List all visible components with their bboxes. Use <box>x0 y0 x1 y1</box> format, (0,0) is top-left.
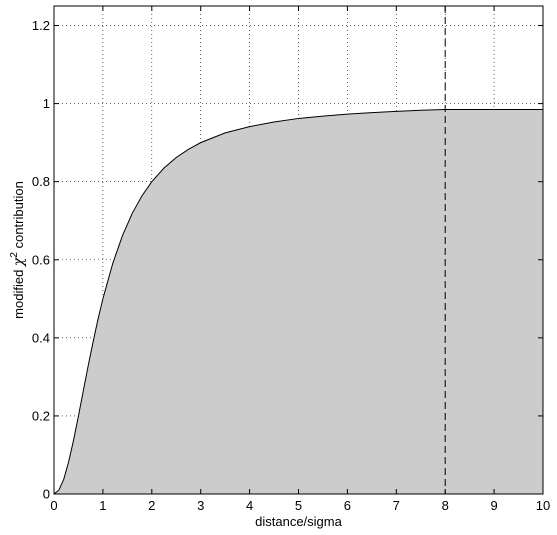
tick-labels: 0 1 2 3 4 5 6 7 8 9 10 0 0.2 0.4 0.6 0.8 1 1.2 <box>32 18 550 513</box>
x-tick-label-2: 2 <box>148 498 155 513</box>
x-tick-label-1: 1 <box>99 498 106 513</box>
area-fill <box>54 109 543 495</box>
y-tick-label-0: 0 <box>43 487 50 502</box>
y-tick-label-2: 0.4 <box>32 330 50 345</box>
x-tick-label-5: 5 <box>295 498 302 513</box>
x-tick-label-4: 4 <box>246 498 253 513</box>
y-tick-label-4: 0.8 <box>32 174 50 189</box>
y-axis-label-symbol: χ <box>11 256 27 267</box>
y-axis-label-superscript: 2 <box>9 252 20 258</box>
x-tick-label-7: 7 <box>393 498 400 513</box>
y-tick-label-6: 1.2 <box>32 18 50 33</box>
y-tick-label-5: 1 <box>43 96 50 111</box>
y-axis-label-prefix: modified <box>11 266 26 319</box>
ticks <box>53 6 544 495</box>
x-tick-label-10: 10 <box>536 498 550 513</box>
x-tick-label-0: 0 <box>50 498 57 513</box>
y-axis-label-suffix: contribution <box>11 181 26 252</box>
x-tick-label-8: 8 <box>442 498 449 513</box>
curve-line <box>53 108 543 495</box>
x-tick-label-9: 9 <box>490 498 497 513</box>
x-tick-label-3: 3 <box>197 498 204 513</box>
x-tick-label-6: 6 <box>344 498 351 513</box>
y-axis-label: modified χ2 contribution <box>9 181 27 319</box>
y-tick-label-3: 0.6 <box>32 252 50 267</box>
y-tick-label-1: 0.2 <box>32 408 50 423</box>
x-axis-label: distance/sigma <box>255 514 342 529</box>
